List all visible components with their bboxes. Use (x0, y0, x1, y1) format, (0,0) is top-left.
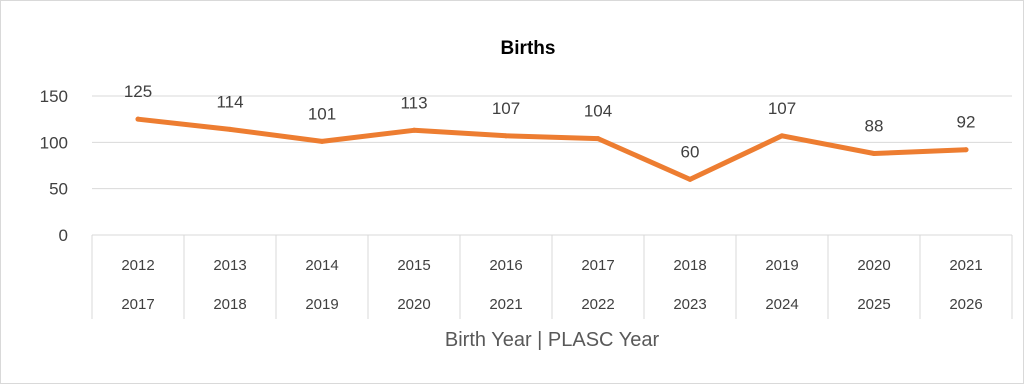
x-tick-label: 2021 (489, 296, 522, 313)
series-line-group (135, 116, 969, 182)
data-point (779, 133, 785, 139)
x-tick-label: 2019 (305, 296, 338, 313)
data-point (411, 127, 417, 133)
data-label: 104 (584, 102, 612, 121)
x-tick-label: 2018 (673, 257, 706, 274)
data-point (963, 147, 969, 153)
data-point (595, 136, 601, 142)
data-point (503, 133, 509, 139)
chart-title: Births (501, 38, 556, 59)
data-label: 125 (124, 82, 152, 101)
data-point (227, 126, 233, 132)
x-tick-label: 2021 (949, 257, 982, 274)
x-tick-label: 2025 (857, 296, 890, 313)
x-tick-label: 2024 (765, 296, 798, 313)
data-point (319, 138, 325, 144)
x-tick-label: 2017 (121, 296, 154, 313)
data-label: 107 (492, 99, 520, 118)
series-line (135, 116, 969, 182)
data-point (871, 150, 877, 156)
y-tick-label: 100 (40, 133, 68, 152)
data-label-group: 125 114 101 113 107 104 60 107 88 92 (124, 82, 976, 161)
x-tick-label: 2013 (213, 257, 246, 274)
y-tick-label: 0 (59, 226, 68, 245)
y-tick-label: 150 (40, 87, 68, 106)
data-label: 92 (957, 113, 976, 132)
data-label: 113 (400, 93, 427, 112)
x-tick-label: 2015 (397, 257, 430, 274)
x-tick-label: 2026 (949, 296, 982, 313)
x-tick-label: 2020 (397, 296, 430, 313)
x-tick-label: 2016 (489, 257, 522, 274)
data-label: 114 (216, 92, 243, 111)
x-axis-title: Birth Year | PLASC Year (445, 329, 660, 351)
x-tick-label: 2022 (581, 296, 614, 313)
data-label: 88 (865, 116, 884, 135)
data-point (135, 116, 141, 122)
data-point (687, 176, 693, 182)
x-axis-category-labels: 2012 2017 2013 2018 2014 2019 2015 2020 2016 2021… (121, 257, 982, 313)
data-label: 60 (681, 142, 700, 161)
category-table (91, 235, 1013, 319)
x-tick-label: 2023 (673, 296, 706, 313)
x-tick-label: 2020 (857, 257, 890, 274)
data-label: 107 (768, 99, 796, 118)
data-label: 101 (308, 104, 336, 123)
x-tick-label: 2014 (305, 257, 338, 274)
y-axis-tick-labels: 0 50 100 150 (40, 87, 68, 245)
x-tick-label: 2018 (213, 296, 246, 313)
x-tick-label: 2019 (765, 257, 798, 274)
y-tick-label: 50 (49, 180, 68, 199)
x-tick-label: 2012 (121, 257, 154, 274)
x-tick-label: 2017 (581, 257, 614, 274)
